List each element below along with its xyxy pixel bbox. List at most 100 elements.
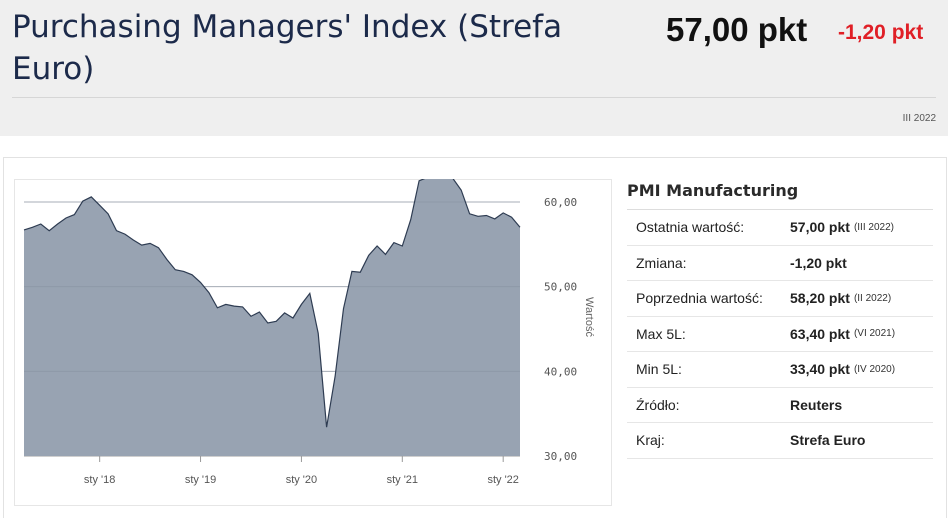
data-point (124, 233, 126, 235)
data-point (74, 214, 76, 216)
data-point (402, 245, 404, 247)
data-point (166, 259, 168, 261)
data-point (208, 292, 210, 294)
info-row-value: Reuters (790, 396, 843, 413)
info-row-label: Kraj: (636, 432, 665, 449)
info-title: PMI Manufacturing (627, 179, 933, 210)
data-point (107, 213, 109, 215)
data-point (175, 269, 177, 271)
info-row-value: 57,00 pkt (790, 219, 850, 236)
info-row-label: Źródło: (636, 396, 680, 413)
data-point (158, 247, 160, 249)
data-point (385, 254, 387, 256)
data-point (502, 212, 504, 214)
info-row-label: Max 5L: (636, 325, 686, 342)
data-point (259, 311, 261, 313)
data-point (368, 255, 370, 257)
data-point (141, 244, 143, 246)
info-row-value: Strefa Euro (790, 432, 866, 449)
data-point (326, 426, 328, 428)
chart-svg: sty '18 sty '19 sty '20 sty '21 sty '22 30,00… (14, 179, 612, 506)
y-tick-label: 60,00 (544, 196, 577, 209)
x-tick-label: sty '19 (185, 474, 216, 486)
info-row-note: (VI 2021) (853, 328, 896, 340)
info-row-note: (IV 2020) (853, 363, 896, 375)
data-point (351, 271, 353, 273)
y-tick-label: 30,00 (544, 450, 577, 463)
info-row-value: -1,20 pkt (790, 254, 847, 271)
data-point (494, 218, 496, 220)
info-row: Poprzednia wartość: 58,20 pkt (II 2022) (627, 281, 933, 317)
info-panel: PMI Manufacturing Ostatnia wartość: 57,00… (627, 179, 933, 459)
data-point (133, 239, 135, 241)
data-point (225, 304, 227, 306)
data-point (301, 304, 303, 306)
data-point (511, 216, 513, 218)
info-row-value: 63,40 pkt (790, 325, 850, 342)
page-title: Purchasing Managers' Index (Strefa Euro) (12, 9, 563, 87)
data-point (23, 229, 25, 231)
data-point (519, 227, 521, 229)
series-line (23, 179, 521, 428)
data-point (360, 271, 362, 273)
data-point (267, 322, 269, 324)
data-point (334, 376, 336, 378)
data-point (376, 245, 378, 247)
info-row-label: Ostatnia wartość: (636, 219, 745, 236)
data-point (65, 217, 67, 219)
x-tick-label: sty '20 (286, 474, 317, 486)
data-point (149, 243, 151, 245)
x-tick-label: sty '21 (387, 474, 418, 486)
data-point (460, 189, 462, 191)
data-point (116, 230, 118, 232)
info-row-label: Zmiana: (636, 254, 687, 271)
data-point (242, 306, 244, 308)
data-point (200, 282, 202, 284)
data-point (275, 321, 277, 323)
data-point (477, 216, 479, 218)
x-tick-label: sty '22 (487, 474, 518, 486)
info-row: Zmiana: -1,20 pkt (627, 246, 933, 281)
data-point (191, 274, 193, 276)
data-point (40, 223, 42, 225)
data-point (250, 316, 252, 318)
data-point (284, 312, 286, 314)
data-point (48, 230, 50, 232)
info-row: Ostatnia wartość: 57,00 pkt (III 2022) (627, 210, 933, 246)
data-point (393, 242, 395, 244)
period-label: III 2022 (902, 113, 936, 124)
area-fill (24, 179, 520, 456)
info-row: Max 5L: 63,40 pkt (VI 2021) (627, 317, 933, 352)
info-row-label: Min 5L: (636, 361, 682, 378)
data-point (292, 317, 294, 319)
data-point (233, 305, 235, 307)
chart: sty '18 sty '19 sty '20 sty '21 sty '22 30,00… (14, 179, 612, 506)
data-point (469, 213, 471, 215)
data-point (317, 332, 319, 334)
y-tick-label: 40,00 (544, 365, 577, 378)
change-value: -1,20 pkt (838, 21, 924, 44)
info-row: Źródło: Reuters (627, 388, 933, 423)
data-point (91, 196, 93, 198)
info-row: Min 5L: 33,40 pkt (IV 2020) (627, 352, 933, 388)
data-point (217, 307, 219, 309)
y-tick-label: 50,00 (544, 281, 577, 294)
header: Purchasing Managers' Index (Strefa Euro)… (0, 0, 948, 136)
current-value: 57,00 pkt (666, 11, 808, 48)
info-table: Ostatnia wartość: 57,00 pkt (III 2022) Zmia… (627, 210, 933, 459)
data-point (418, 180, 420, 182)
data-point (32, 227, 34, 229)
data-point (343, 308, 345, 310)
data-point (486, 215, 488, 217)
info-row-note: (II 2022) (853, 292, 892, 304)
data-point (309, 293, 311, 295)
data-point (82, 200, 84, 202)
data-point (57, 223, 59, 225)
info-row: Kraj: Strefa Euro (627, 423, 933, 459)
info-row-value: 58,20 pkt (790, 290, 850, 307)
info-row-note: (III 2022) (853, 221, 894, 233)
y-axis-label: Wartość (583, 297, 595, 337)
data-point (99, 205, 101, 207)
x-tick-label: sty '18 (84, 474, 115, 486)
info-row-value: 33,40 pkt (790, 361, 850, 378)
